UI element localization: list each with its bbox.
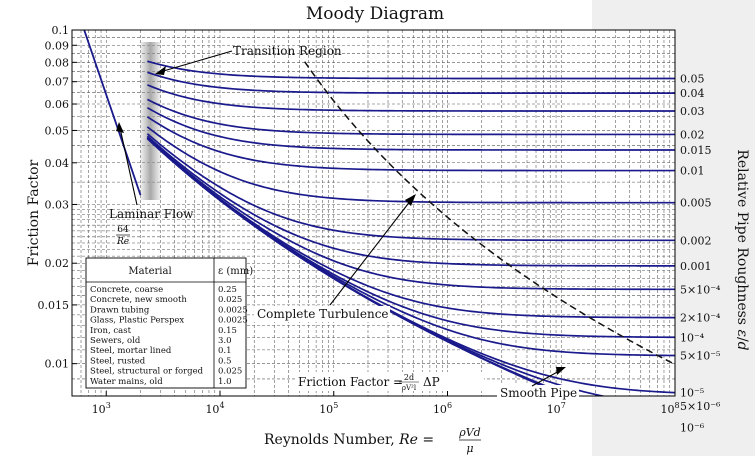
material-table-cell: Water mains, old [90, 377, 163, 387]
roughness-label: 0.005 [680, 197, 712, 210]
material-table-cell: 0.15 [218, 326, 237, 336]
y-axis-label: Friction Factor [26, 159, 42, 266]
laminar-annotation: Laminar Flow 64 Re [109, 122, 194, 247]
y-tick-label: 0.09 [45, 39, 70, 52]
svg-text:2d: 2d [404, 373, 414, 382]
roughness-label: 10⁻⁴ [680, 331, 705, 344]
roughness-label: 0.002 [680, 234, 712, 247]
material-table-cell: Sewers, old [90, 336, 141, 346]
svg-text:Relative Pipe Roughness ε/d: Relative Pipe Roughness ε/d [734, 149, 750, 350]
y-tick-label: 0.04 [45, 157, 70, 170]
x-tick-label: 104 [205, 401, 224, 416]
svg-text:Reynolds Number, Re =: Reynolds Number, Re = [264, 432, 434, 448]
curve-roughness-0.001 [146, 135, 675, 267]
roughness-label: 0.04 [680, 87, 705, 100]
roughness-labels: 0.050.04 0.03 0.02 0.015 0.01 0.005 0.002 0.001… [680, 73, 721, 435]
svg-text:Transition Region: Transition Region [233, 44, 342, 58]
x-axis-label: Reynolds Number, Re = ρVd μ [264, 426, 481, 455]
material-table-cell: Concrete, new smooth [90, 295, 187, 305]
curve-roughness-0.03 [147, 84, 675, 112]
roughness-label: 5×10⁻⁶ [680, 400, 721, 413]
plot-frame [71, 29, 676, 397]
transition-region-shade [140, 42, 161, 200]
y-tick-label: 0.07 [45, 76, 70, 89]
laminar-line [83, 30, 142, 196]
curve-roughness-0.04 [147, 71, 675, 95]
complete-turbulence-boundary [304, 61, 675, 366]
material-table-cell: Iron, cast [90, 326, 132, 336]
roughness-label: 10⁻⁶ [680, 422, 705, 435]
material-table-cell: 0.0025 [218, 316, 248, 326]
curve-roughness-0.05 [147, 60, 675, 80]
material-table-header: Material [128, 266, 171, 277]
y-tick-label: 0.1 [52, 24, 70, 37]
y-tick-label: 0.01 [45, 358, 70, 371]
curve-roughness-0.01 [146, 116, 675, 172]
material-table-cell: Steel, structural or forged [90, 367, 204, 377]
curve-roughness-0.015 [146, 106, 675, 151]
curve-roughness-0.002 [146, 133, 675, 242]
friction-factor-formula: Friction Factor = 2d ρV²l ΔP [296, 372, 484, 392]
roughness-label: 2×10⁻⁴ [680, 312, 721, 325]
svg-text:ρV²l: ρV²l [402, 384, 417, 392]
roughness-label: 0.03 [680, 105, 705, 118]
material-table-cell: 0.5 [218, 356, 232, 366]
roughness-label: 10⁻⁵ [680, 387, 704, 400]
transition-region-band [140, 42, 161, 200]
svg-text:Friction Factor =: Friction Factor = [298, 375, 403, 389]
y-tick-label: 0.03 [45, 198, 70, 211]
curve-roughness-0.02 [147, 98, 675, 136]
x-tick-label: 106 [433, 401, 452, 416]
svg-text:64: 64 [117, 225, 129, 235]
material-table-cell: 3.0 [218, 336, 232, 346]
material-table-cell: Glass, Plastic Perspex [90, 316, 184, 326]
y-tick-label: 0.08 [45, 56, 70, 69]
x-tick-label: 105 [319, 401, 338, 416]
complete-turbulence-annotation: Complete Turbulence [254, 194, 416, 322]
x-tick-label: 107 [547, 401, 566, 416]
svg-text:ρVd: ρVd [458, 426, 480, 439]
curve-smooth-pipe [146, 137, 568, 396]
curve-roughness-5×10⁻⁴ [146, 136, 675, 291]
material-table-cell: Concrete, coarse [90, 285, 163, 295]
y-tick-label: 0.05 [45, 124, 70, 137]
svg-text:μ: μ [466, 442, 473, 455]
material-table-cell: 0.025 [218, 295, 242, 305]
material-roughness-table: Material ε (mm) Concrete, coarse 0.25 Concre… [85, 257, 253, 389]
svg-text:Complete Turbulence: Complete Turbulence [257, 307, 389, 321]
x-tick-label: 103 [92, 401, 111, 416]
y-tick-label: 0.06 [45, 98, 70, 111]
svg-text:ΔP: ΔP [423, 375, 440, 389]
smooth-pipe-annotation: Smooth Pipe [497, 367, 579, 401]
material-table-cell: 0.025 [218, 367, 242, 377]
complete-turbulence-dashed-line [304, 61, 675, 366]
laminar-flow-line [83, 30, 142, 196]
svg-text:Smooth Pipe: Smooth Pipe [500, 386, 577, 400]
material-table-cell: 1.0 [218, 377, 232, 387]
y-tick-label: 0.015 [38, 299, 70, 312]
roughness-label: 0.01 [680, 165, 705, 178]
material-table-cell: 0.0025 [218, 305, 248, 315]
material-table-cell: Drawn tubing [90, 305, 150, 315]
roughness-label: 5×10⁻⁵ [680, 350, 720, 363]
material-table-cell: Steel, mortar lined [90, 346, 172, 356]
chart-title: Moody Diagram [306, 4, 444, 24]
roughness-label: 0.02 [680, 128, 705, 141]
right-axis-label: Relative Pipe Roughness ε/d [734, 149, 750, 350]
svg-text:Re: Re [116, 237, 129, 247]
material-table-header: ε (mm) [218, 266, 253, 277]
roughness-label: 5×10⁻⁴ [680, 283, 721, 296]
svg-text:Laminar Flow: Laminar Flow [109, 207, 194, 221]
transition-annotation: Transition Region [155, 44, 342, 75]
y-axis-ticks: 0.1 0.09 0.08 0.07 0.06 0.05 0.04 0.03 0.02 0.015… [38, 24, 77, 371]
roughness-label: 0.015 [680, 144, 712, 157]
material-table-frame [85, 257, 247, 389]
material-table-cell: Steel, rusted [90, 356, 146, 366]
y-tick-label: 0.02 [45, 257, 70, 270]
roughness-label: 0.001 [680, 260, 712, 273]
roughness-label: 0.05 [680, 73, 705, 86]
material-table-cell: 0.1 [218, 346, 232, 356]
material-table-cell: 0.25 [218, 285, 237, 295]
